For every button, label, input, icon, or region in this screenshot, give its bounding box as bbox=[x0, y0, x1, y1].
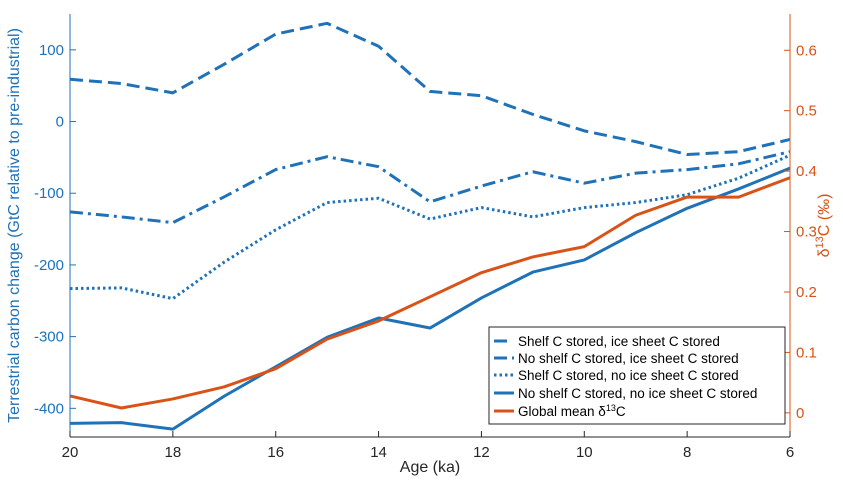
y-right-tick-label: 0.4 bbox=[796, 163, 817, 180]
series-noshelf-ice bbox=[69, 150, 791, 225]
x-tick-label: 12 bbox=[473, 444, 490, 461]
legend-box bbox=[488, 326, 786, 425]
x-tick-label: 6 bbox=[786, 444, 794, 461]
series-shelf-noice bbox=[69, 153, 791, 301]
legend-label: No shelf C stored, no ice sheet C stored bbox=[518, 386, 757, 401]
y-right-tick-label: 0.1 bbox=[796, 344, 817, 361]
y-axis-right-title-sup: 13 bbox=[814, 236, 826, 248]
legend-label-rest: C bbox=[616, 404, 626, 419]
y-axis-right-title: δ13C (‰) bbox=[814, 194, 833, 258]
y-left-tick-label: 0 bbox=[56, 114, 64, 131]
legend-label-sup: 13 bbox=[606, 403, 616, 413]
axes-layer: 20 18 16 14 12 10 8 6 -400 -300 -200 -100 0 100 0 0.1 0.… bbox=[6, 14, 833, 476]
x-tick-label: 16 bbox=[267, 444, 284, 461]
y-right-tick-label: 0 bbox=[796, 405, 804, 422]
series-layer bbox=[69, 21, 791, 431]
y-right-tick-label: 0.3 bbox=[796, 224, 817, 241]
y-right-tick-label: 0.6 bbox=[796, 42, 817, 59]
x-tick-label: 10 bbox=[576, 444, 593, 461]
legend: Shelf C stored, ice sheet C stored No she… bbox=[488, 326, 786, 425]
legend-label-base: Global mean δ bbox=[518, 404, 606, 419]
y-right-tick-label: 0.2 bbox=[796, 284, 817, 301]
legend-label: Global mean δ13C bbox=[518, 403, 626, 419]
legend-label: No shelf C stored, ice sheet C stored bbox=[518, 351, 739, 366]
x-tick-label: 8 bbox=[683, 444, 691, 461]
y-left-tick-label: 100 bbox=[39, 42, 64, 59]
series-noshelf-noice bbox=[69, 166, 791, 431]
y-axis-left-title: Terrestrial carbon change (GtC relative … bbox=[6, 28, 23, 423]
legend-label: Shelf C stored, ice sheet C stored bbox=[518, 334, 720, 349]
y-right-tick-label: 0.5 bbox=[796, 103, 817, 120]
legend-label: Shelf C stored, no ice sheet C stored bbox=[518, 368, 739, 383]
x-tick-label: 18 bbox=[165, 444, 182, 461]
y-left-tick-label: -400 bbox=[34, 400, 64, 417]
y-left-tick-label: -200 bbox=[34, 257, 64, 274]
y-left-tick-label: -300 bbox=[34, 329, 64, 346]
y-axis-right-title-rest: C (‰) bbox=[816, 194, 833, 237]
y-left-tick-label: -100 bbox=[34, 185, 64, 202]
x-tick-label: 14 bbox=[370, 444, 387, 461]
series-d13c bbox=[69, 176, 791, 410]
y-axis-right-title-base: δ bbox=[816, 248, 833, 257]
x-tick-label: 20 bbox=[62, 444, 79, 461]
series-shelf-ice bbox=[69, 21, 791, 157]
x-axis-title: Age (ka) bbox=[400, 459, 460, 476]
